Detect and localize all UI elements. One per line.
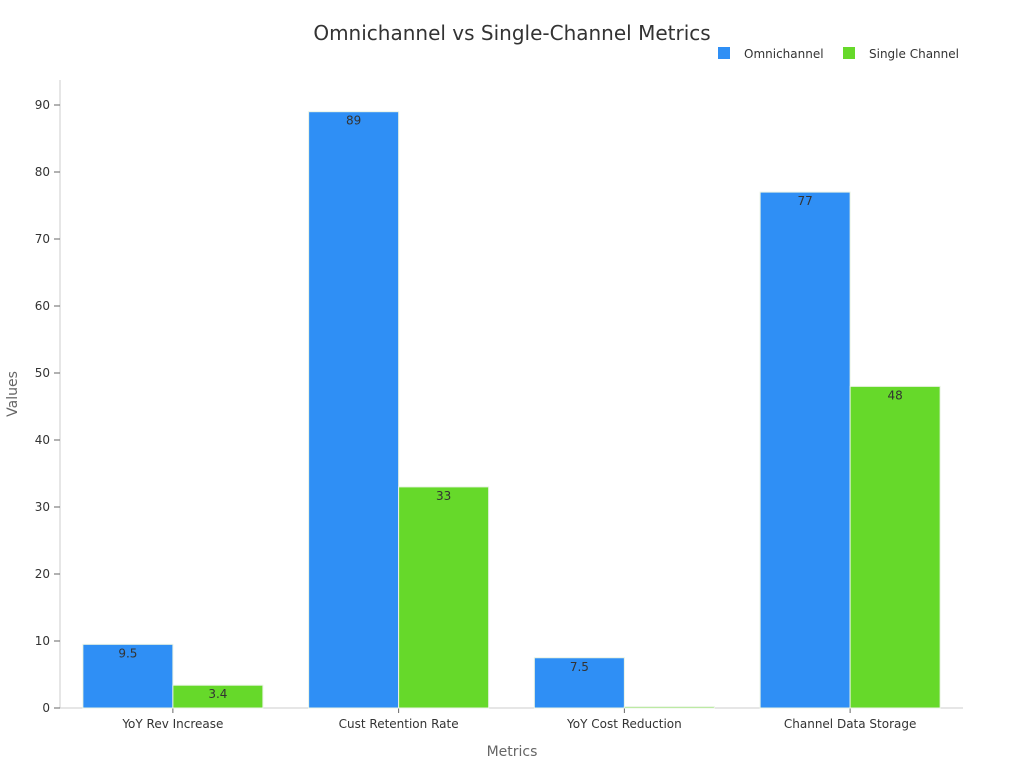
data-label: 77 bbox=[797, 194, 812, 208]
y-tick-label: 20 bbox=[35, 567, 50, 581]
bars bbox=[82, 111, 941, 709]
legend-label: Omnichannel bbox=[744, 47, 824, 61]
x-axis-label: Metrics bbox=[487, 744, 538, 760]
bar-single-channel bbox=[398, 486, 490, 709]
legend-swatch-omnichannel bbox=[718, 47, 730, 59]
y-tick-label: 10 bbox=[35, 634, 50, 648]
data-label: 89 bbox=[346, 114, 361, 128]
y-tick-label: 50 bbox=[35, 366, 50, 380]
data-labels: 9.5 3.4 89 33 7.5 77 48 bbox=[118, 114, 902, 702]
legend: Omnichannel Single Channel bbox=[718, 47, 959, 61]
bar-omnichannel bbox=[759, 191, 851, 709]
x-tick-label: Channel Data Storage bbox=[784, 717, 917, 731]
y-axis-label: Values bbox=[5, 371, 21, 417]
y-tick-label: 60 bbox=[35, 299, 50, 313]
x-tick-label: Cust Retention Rate bbox=[339, 717, 459, 731]
bar-single-channel bbox=[849, 385, 941, 709]
bar-single-channel bbox=[623, 706, 715, 709]
y-tick-label: 30 bbox=[35, 500, 50, 514]
bar-omnichannel bbox=[308, 111, 400, 709]
data-label: 3.4 bbox=[208, 687, 227, 701]
x-tick-label: YoY Rev Increase bbox=[121, 717, 223, 731]
y-axis: 0 10 20 30 40 50 60 70 80 90 bbox=[35, 80, 61, 715]
data-label: 7.5 bbox=[570, 660, 589, 674]
x-axis: YoY Rev Increase Cust Retention Rate YoY C… bbox=[60, 707, 963, 731]
bar-single-channel bbox=[172, 684, 264, 709]
legend-swatch-single-channel bbox=[843, 47, 855, 59]
bar-omnichannel bbox=[533, 657, 625, 709]
bar-omnichannel bbox=[82, 643, 174, 709]
y-tick-label: 0 bbox=[42, 701, 50, 715]
data-label: 9.5 bbox=[118, 646, 137, 660]
y-tick-label: 40 bbox=[35, 433, 50, 447]
y-tick-label: 70 bbox=[35, 232, 50, 246]
x-tick-label: YoY Cost Reduction bbox=[566, 717, 682, 731]
data-label: 48 bbox=[887, 388, 902, 402]
data-label: 33 bbox=[436, 489, 451, 503]
y-tick-label: 80 bbox=[35, 165, 50, 179]
chart-title: Omnichannel vs Single-Channel Metrics bbox=[313, 21, 710, 45]
legend-label: Single Channel bbox=[869, 47, 959, 61]
y-tick-label: 90 bbox=[35, 98, 50, 112]
